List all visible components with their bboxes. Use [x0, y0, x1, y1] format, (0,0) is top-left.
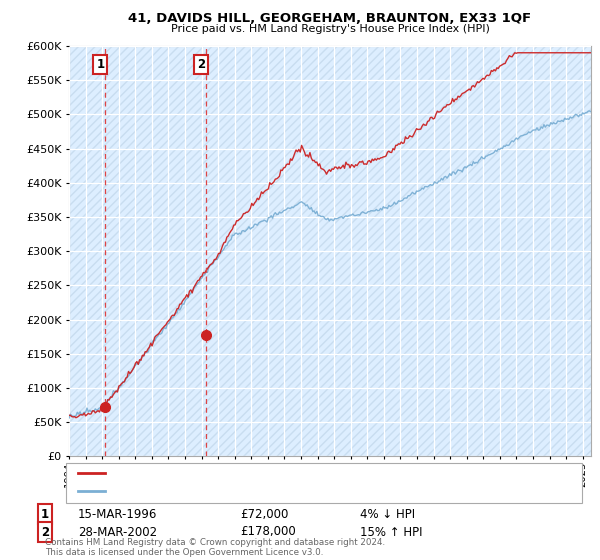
Text: HPI: Average price, detached house, North Devon: HPI: Average price, detached house, Nort… — [111, 486, 359, 496]
Text: 41, DAVIDS HILL, GEORGEHAM, BRAUNTON, EX33 1QF (detached house): 41, DAVIDS HILL, GEORGEHAM, BRAUNTON, EX… — [111, 468, 472, 478]
Text: 15% ↑ HPI: 15% ↑ HPI — [360, 525, 422, 539]
Text: 2: 2 — [197, 58, 205, 71]
Text: 41, DAVIDS HILL, GEORGEHAM, BRAUNTON, EX33 1QF: 41, DAVIDS HILL, GEORGEHAM, BRAUNTON, EX… — [128, 12, 532, 25]
Text: 15-MAR-1996: 15-MAR-1996 — [78, 507, 157, 521]
Text: 1: 1 — [41, 507, 49, 521]
Text: £72,000: £72,000 — [240, 507, 289, 521]
Text: Contains HM Land Registry data © Crown copyright and database right 2024.
This d: Contains HM Land Registry data © Crown c… — [45, 538, 385, 557]
Text: 2: 2 — [41, 525, 49, 539]
Text: Price paid vs. HM Land Registry's House Price Index (HPI): Price paid vs. HM Land Registry's House … — [170, 24, 490, 34]
Text: 1: 1 — [97, 58, 104, 71]
Text: 28-MAR-2002: 28-MAR-2002 — [78, 525, 157, 539]
Text: £178,000: £178,000 — [240, 525, 296, 539]
Text: 4% ↓ HPI: 4% ↓ HPI — [360, 507, 415, 521]
